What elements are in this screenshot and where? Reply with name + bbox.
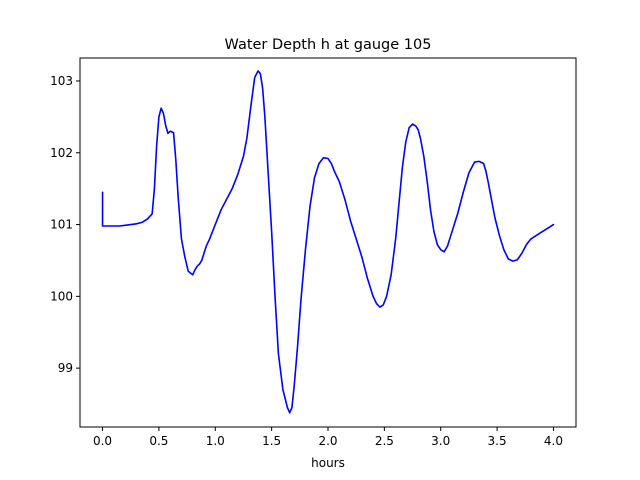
x-tick-label: 2.5 <box>375 434 394 448</box>
x-tick-label: 4.0 <box>544 434 563 448</box>
x-tick-label: 0.0 <box>93 434 112 448</box>
x-axis-label: hours <box>311 456 345 470</box>
x-tick-label: 1.5 <box>262 434 281 448</box>
chart-title: Water Depth h at gauge 105 <box>225 37 432 53</box>
plot-content <box>101 70 555 414</box>
y-tick-label: 100 <box>50 289 73 303</box>
x-tick-label: 3.5 <box>488 434 507 448</box>
x-tick-label: 2.0 <box>318 434 337 448</box>
y-tick-label: 103 <box>50 74 73 88</box>
series-line-0 <box>101 70 555 414</box>
x-tick-label: 0.5 <box>149 434 168 448</box>
y-tick-label: 102 <box>50 146 73 160</box>
y-tick-label: 99 <box>58 361 73 375</box>
y-axis: 99 100 101 102 103 <box>50 74 80 375</box>
x-tick-label: 1.0 <box>206 434 225 448</box>
x-axis: 0.0 0.5 1.0 1.5 2.0 2.5 3.0 3.5 4.0 <box>93 427 563 448</box>
x-tick-label: 3.0 <box>431 434 450 448</box>
y-tick-label: 101 <box>50 218 73 232</box>
